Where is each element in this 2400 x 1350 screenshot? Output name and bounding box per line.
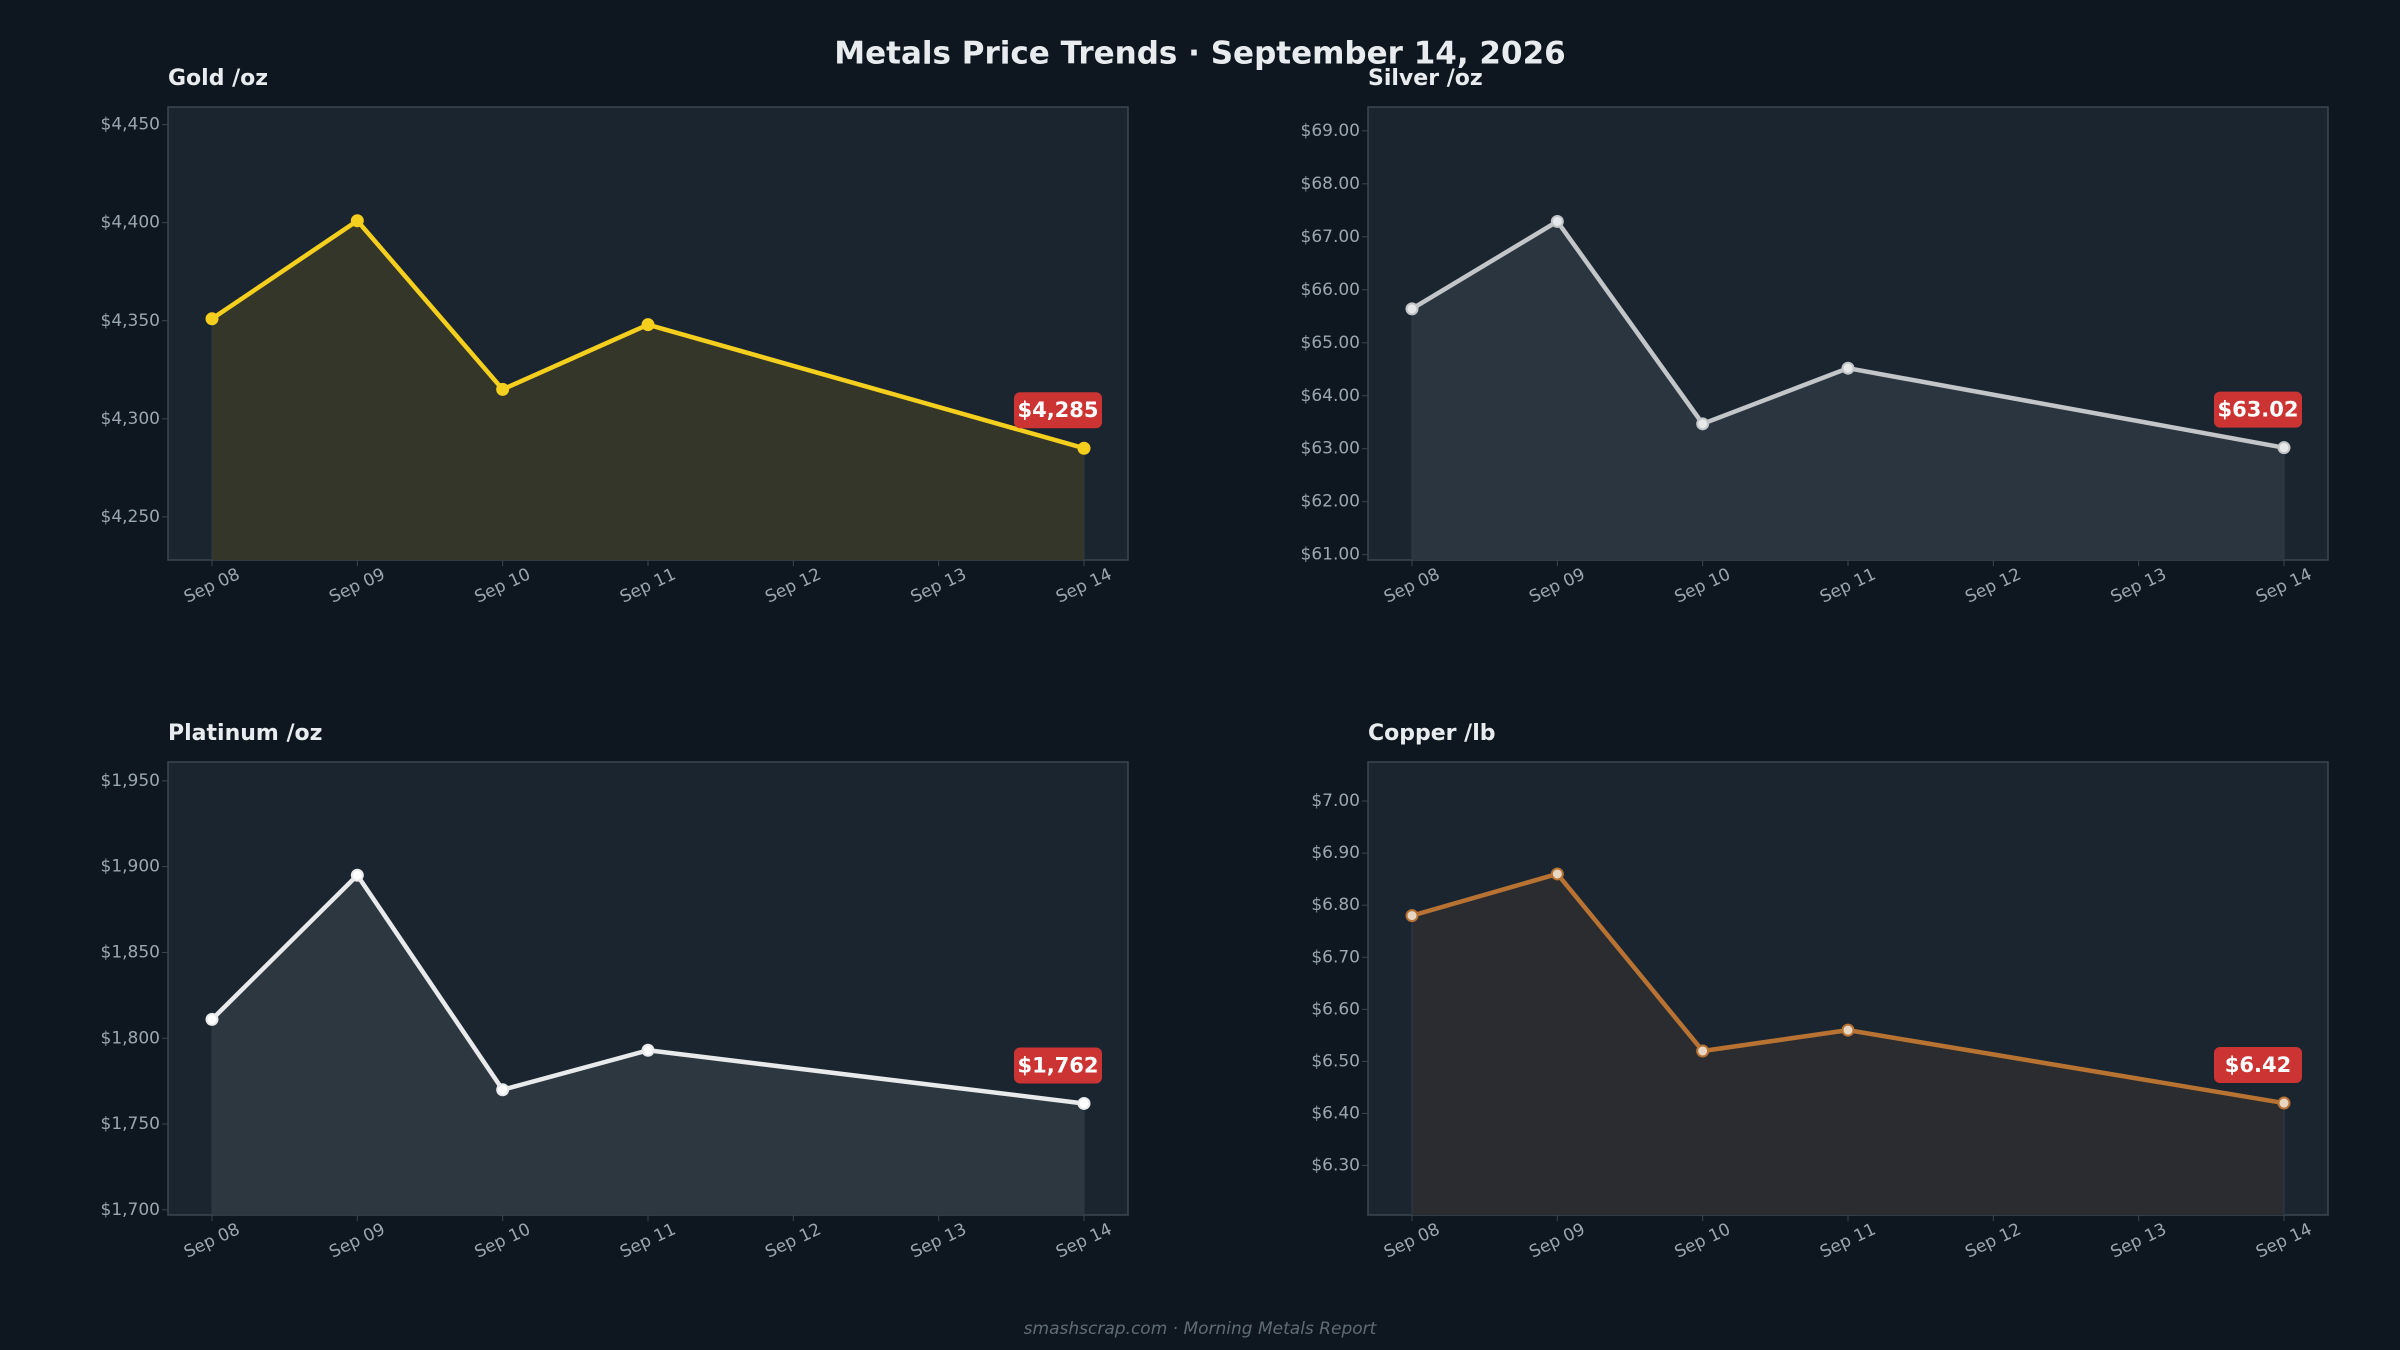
point-silver-sep-10: [1696, 417, 1710, 431]
point-copper-sep-10: [1696, 1044, 1710, 1058]
latest-value-badge-bg-copper: [2214, 1047, 2302, 1084]
latest-value-badge-silver: $63.02: [2214, 391, 2302, 428]
y-tick-label-gold-1: $4,300: [101, 409, 160, 429]
y-tick-label-platinum-4: $1,900: [101, 857, 160, 877]
latest-value-label-platinum: $1,762: [1017, 1053, 1098, 1077]
point-copper-sep-11: [1841, 1023, 1855, 1037]
chart-panel-gold: Gold /oz $4,250$4,300$4,350$4,400$4,450S…: [101, 66, 1129, 608]
latest-value-label-gold: $4,285: [1017, 398, 1098, 422]
latest-value-badge-bg-gold: [1014, 392, 1102, 429]
point-gold-sep-08: [205, 312, 219, 326]
chart-panel-platinum: Platinum /oz $1,700 $1,750 $1,800 $1,850 $1,…: [101, 721, 1129, 1263]
latest-value-badge-bg-platinum: [1014, 1047, 1102, 1084]
point-platinum-sep-08: [205, 1012, 219, 1026]
y-tick-label-silver-8: $69.00: [1301, 121, 1360, 141]
area-fill-copper: [1412, 873, 2284, 1215]
y-tick-label-gold-3: $4,400: [101, 213, 160, 233]
chart-panel-silver: Silver /oz $61.00 $62.00 $63.00 $64.00 $65.0…: [1301, 66, 2329, 608]
y-tick-label-silver-6: $67.00: [1301, 227, 1360, 247]
plot-platinum: $1,700$1,750$1,800$1,850$1,900$1,950Sep …: [101, 761, 1129, 1263]
y-tick-label-gold-2: $4,350: [101, 311, 160, 331]
point-silver-sep-09: [1550, 214, 1564, 228]
point-platinum-sep-14: [1077, 1096, 1091, 1110]
latest-value-badge-copper: $6.42: [2214, 1047, 2302, 1084]
point-copper-sep-14: [2277, 1096, 2291, 1110]
y-tick-label-gold-0: $4,250: [101, 507, 160, 527]
point-platinum-sep-09: [350, 868, 364, 882]
point-copper-sep-09: [1550, 867, 1564, 881]
y-tick-label-silver-7: $68.00: [1301, 174, 1360, 194]
y-tick-label-silver-5: $66.00: [1301, 280, 1360, 300]
panel-title-copper: Copper /lb: [1368, 721, 1496, 746]
area-fill-platinum: [212, 875, 1084, 1215]
y-tick-label-silver-1: $62.00: [1301, 492, 1360, 512]
y-tick-label-copper-0: $6.30: [1311, 1156, 1360, 1176]
y-tick-label-copper-4: $6.70: [1311, 947, 1360, 967]
panel-title-platinum: Platinum /oz: [168, 721, 322, 746]
point-platinum-sep-10: [496, 1083, 510, 1097]
latest-value-badge-platinum: $1,762: [1014, 1047, 1102, 1084]
y-tick-label-copper-2: $6.50: [1311, 1051, 1360, 1071]
y-tick-label-silver-3: $64.00: [1301, 386, 1360, 406]
point-copper-sep-08: [1405, 909, 1419, 923]
latest-value-badge-gold: $4,285: [1014, 392, 1102, 429]
latest-value-label-copper: $6.42: [2225, 1053, 2291, 1077]
y-tick-label-copper-6: $6.90: [1311, 843, 1360, 863]
y-tick-label-silver-2: $63.00: [1301, 439, 1360, 459]
point-silver-sep-11: [1841, 361, 1855, 375]
latest-value-badge-bg-silver: [2214, 391, 2302, 428]
y-tick-label-platinum-3: $1,850: [101, 942, 160, 962]
y-tick-label-copper-5: $6.80: [1311, 895, 1360, 915]
point-gold-sep-10: [496, 382, 510, 396]
point-gold-sep-09: [350, 214, 364, 228]
point-silver-sep-14: [2277, 441, 2291, 455]
y-tick-label-copper-1: $6.40: [1311, 1103, 1360, 1123]
latest-value-label-silver: $63.02: [2217, 398, 2298, 422]
point-silver-sep-08: [1405, 302, 1419, 316]
area-fill-silver: [1412, 221, 2284, 560]
y-tick-label-platinum-1: $1,750: [101, 1114, 160, 1134]
panel-title-gold: Gold /oz: [168, 66, 268, 91]
point-gold-sep-11: [641, 318, 655, 332]
figure-title: Metals Price Trends · September 14, 2026: [834, 36, 1565, 72]
y-tick-label-silver-0: $61.00: [1301, 545, 1360, 565]
plot-silver: $61.00 $62.00 $63.00 $64.00 $65.00 $66.00 $67.…: [1301, 106, 2329, 608]
plot-copper: $6.30 $6.40 $6.50 $6.60 $6.70 $6.80 $6.90 $7.00…: [1311, 761, 2329, 1263]
footer-credit: smashscrap.com · Morning Metals Report: [1024, 1319, 1378, 1339]
y-tick-label-platinum-2: $1,800: [101, 1028, 160, 1048]
y-tick-label-platinum-0: $1,700: [101, 1200, 160, 1220]
point-platinum-sep-11: [641, 1043, 655, 1057]
panel-title-silver: Silver /oz: [1368, 66, 1483, 91]
y-tick-label-silver-4: $65.00: [1301, 333, 1360, 353]
y-tick-label-copper-3: $6.60: [1311, 999, 1360, 1019]
chart-panel-copper: Copper /lb $6.30 $6.40 $6.50 $6.60 $6.70 $6.8…: [1311, 721, 2329, 1263]
point-gold-sep-14: [1077, 441, 1091, 455]
y-tick-label-platinum-5: $1,950: [101, 771, 160, 791]
y-tick-label-copper-7: $7.00: [1311, 791, 1360, 811]
y-tick-label-gold-4: $4,450: [101, 115, 160, 135]
